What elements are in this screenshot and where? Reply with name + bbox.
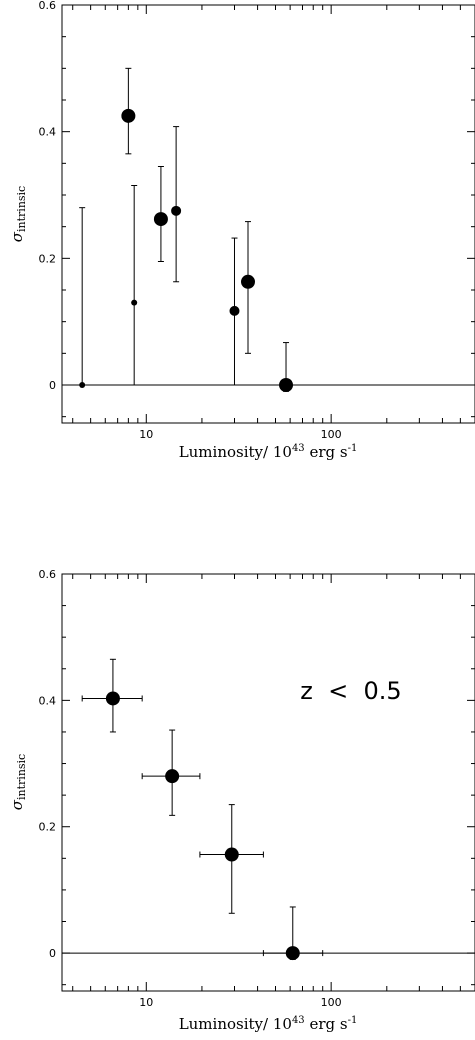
x-tick-label: 10 bbox=[139, 996, 153, 1009]
data-point bbox=[241, 274, 256, 289]
data-point bbox=[131, 299, 138, 306]
x-axis-ticks: 10 100 bbox=[72, 5, 475, 441]
plot-frame bbox=[61, 573, 475, 992]
data-points bbox=[81, 658, 324, 961]
data-point bbox=[121, 108, 136, 123]
y-tick-label: 0.2 bbox=[39, 821, 57, 834]
y-tick-label: 0 bbox=[49, 379, 56, 392]
y-axis-label: σintrinsic bbox=[8, 754, 28, 810]
data-points bbox=[79, 67, 294, 392]
data-point bbox=[279, 378, 294, 392]
x-tick-label: 10 bbox=[139, 428, 153, 441]
y-tick-label: 0.6 bbox=[39, 568, 57, 581]
y-tick-label: 0.4 bbox=[39, 694, 57, 707]
y-axis-ticks: 0 0.2 0.4 0.6 bbox=[39, 568, 475, 986]
y-tick-label: 0.4 bbox=[39, 126, 57, 139]
data-point bbox=[171, 205, 182, 216]
data-point bbox=[285, 946, 300, 961]
chart-panel-top: 0 0.2 0.4 0.6 10 100 Luminosity/ 1043 erg s-… bbox=[8, 0, 475, 461]
data-point bbox=[153, 212, 168, 227]
x-tick-label: 100 bbox=[321, 428, 342, 441]
x-axis-label: Luminosity/ 1043 erg s-1 bbox=[179, 1015, 358, 1033]
x-axis-ticks: 10 100 bbox=[72, 574, 475, 1009]
redshift-annotation: z < 0.5 bbox=[300, 677, 401, 705]
plot-frame bbox=[61, 4, 475, 424]
data-point bbox=[79, 382, 86, 388]
y-tick-label: 0 bbox=[49, 947, 56, 960]
x-axis-label: Luminosity/ 1043 erg s-1 bbox=[179, 443, 358, 461]
data-point bbox=[165, 769, 180, 784]
data-point bbox=[224, 847, 239, 862]
data-point bbox=[229, 305, 240, 316]
x-tick-label: 100 bbox=[321, 996, 342, 1009]
data-point bbox=[105, 691, 120, 706]
chart-panel-bottom: 0 0.2 0.4 0.6 10 100 z < 0.5 Luminosity/ 104… bbox=[8, 568, 475, 1033]
y-tick-label: 0.2 bbox=[39, 252, 57, 265]
y-axis-ticks: 0 0.2 0.4 0.6 bbox=[39, 0, 475, 418]
y-axis-label: σintrinsic bbox=[8, 186, 28, 242]
y-tick-label: 0.6 bbox=[39, 0, 57, 12]
